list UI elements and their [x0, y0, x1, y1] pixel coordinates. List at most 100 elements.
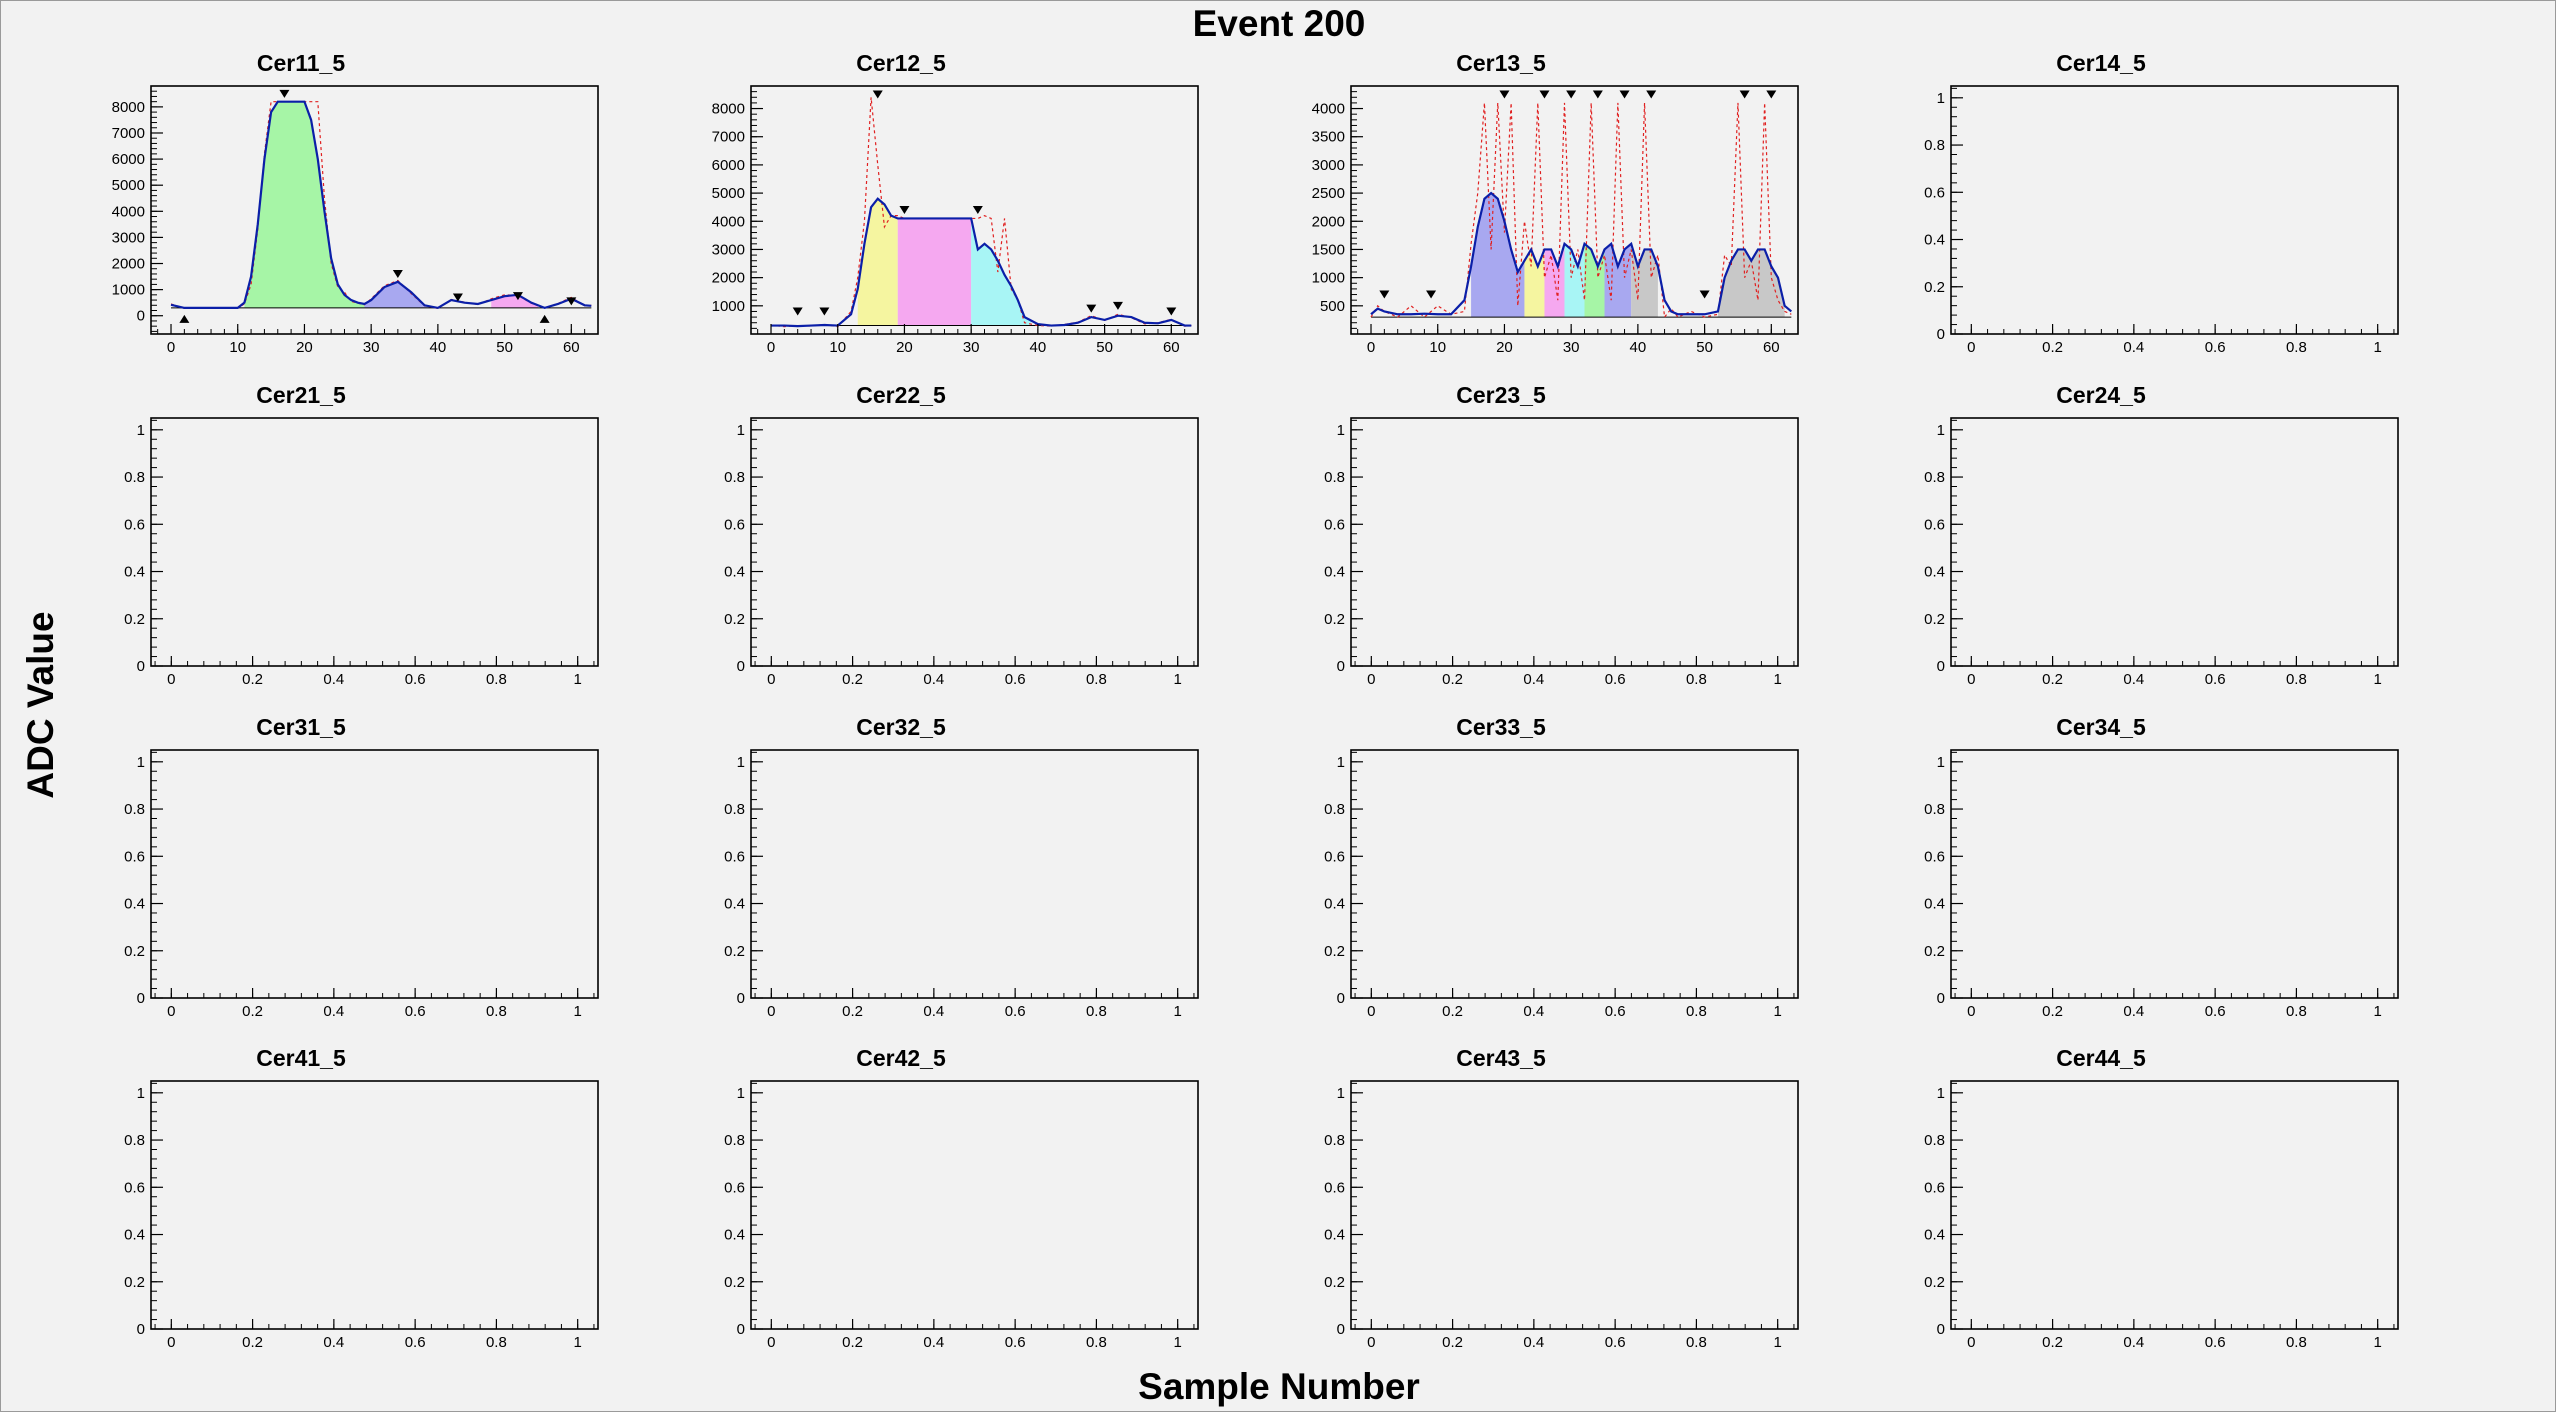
- y-tick-label: 0.4: [724, 564, 745, 581]
- x-tick-label: 0.8: [1686, 671, 1707, 688]
- peak-fill: [857, 198, 898, 326]
- y-tick-label: 0: [137, 658, 145, 675]
- y-tick-label: 2000: [1312, 213, 1345, 230]
- pad-title: Cer23_5: [1456, 382, 1546, 408]
- y-tick-label: 0: [137, 990, 145, 1007]
- x-tick-label: 1: [1774, 1334, 1782, 1351]
- y-tick-label: 4000: [712, 213, 745, 230]
- y-tick-label: 0.8: [124, 801, 145, 818]
- pad-title: Cer21_5: [256, 382, 346, 408]
- pad-plot: 0 0.2 0.4 0.6 0.8 1 0 0.2 0.4 0.6 0.8 1: [124, 417, 599, 688]
- y-tick-label: 0.2: [1924, 1274, 1945, 1291]
- x-tick-label: 50: [1096, 339, 1113, 356]
- x-tick-label: 0: [767, 339, 775, 356]
- peak-marker: [512, 292, 523, 301]
- y-tick-label: 0.2: [124, 1274, 145, 1291]
- pad-title: Cer14_5: [2056, 50, 2146, 76]
- y-tick-label: 0: [737, 658, 745, 675]
- x-tick-label: 1: [574, 1334, 582, 1351]
- pad-plot: 0 0.2 0.4 0.6 0.8 1 0 0.2 0.4 0.6 0.8 1: [1324, 417, 1799, 688]
- y-tick-label: 0.6: [1924, 848, 1945, 865]
- x-tick-label: 0.4: [323, 671, 344, 688]
- pad-title: Cer32_5: [856, 714, 946, 740]
- y-tick-label: 0.2: [724, 943, 745, 960]
- peak-fill: [1471, 193, 1525, 318]
- y-tick-label: 2000: [712, 270, 745, 287]
- valley-marker: [539, 314, 550, 323]
- plot-frame: [150, 749, 599, 999]
- pad-cer41-5: Cer41_5 0 0.2 0.4 0.6 0.8 1 0 0.2 0.4 0.6 0.8 1: [1, 1021, 601, 1351]
- y-tick-label: 1: [737, 1085, 745, 1102]
- x-tick-label: 0.4: [2123, 339, 2144, 356]
- x-tick-label: 0.6: [1005, 671, 1026, 688]
- y-tick-label: 5000: [112, 177, 145, 194]
- x-tick-label: 0.6: [1005, 1003, 1026, 1020]
- x-tick-label: 0.6: [2205, 1003, 2226, 1020]
- y-tick-label: 0: [137, 1321, 145, 1338]
- x-tick-label: 0.8: [2286, 1334, 2307, 1351]
- pad-title: Cer12_5: [856, 50, 946, 76]
- x-tick-label: 0.4: [923, 671, 944, 688]
- y-tick-label: 0: [1937, 326, 1945, 343]
- y-tick-label: 0: [737, 1321, 745, 1338]
- x-tick-label: 0.4: [323, 1003, 344, 1020]
- x-tick-label: 50: [496, 339, 513, 356]
- x-tick-label: 1: [1174, 1003, 1182, 1020]
- x-tick-label: 0.6: [405, 1003, 426, 1020]
- y-tick-label: 0.8: [1324, 1132, 1345, 1149]
- x-tick-label: 0.8: [1086, 1003, 1107, 1020]
- x-tick-label: 0: [1367, 671, 1375, 688]
- y-tick-label: 0.8: [124, 469, 145, 486]
- plot-frame: [750, 417, 1199, 667]
- x-tick-label: 1: [2374, 1003, 2382, 1020]
- pad-cer23-5: Cer23_5 0 0.2 0.4 0.6 0.8 1 0 0.2 0.4 0.6 0.8 1: [1201, 358, 1801, 688]
- y-tick-label: 0.4: [124, 564, 145, 581]
- plot-frame: [1350, 417, 1799, 667]
- y-tick-label: 0.8: [1324, 469, 1345, 486]
- peak-marker: [1166, 307, 1177, 316]
- y-tick-label: 1: [1937, 1085, 1945, 1102]
- y-tick-label: 0.6: [1924, 184, 1945, 201]
- peak-marker: [279, 89, 290, 98]
- peak-marker: [1379, 290, 1390, 299]
- y-tick-label: 0.6: [724, 1179, 745, 1196]
- y-tick-label: 0: [737, 990, 745, 1007]
- x-tick-label: 30: [363, 339, 380, 356]
- x-tick-label: 0.6: [2205, 671, 2226, 688]
- plot-frame: [1950, 85, 2399, 335]
- valley-marker: [179, 314, 190, 323]
- peak-marker: [1646, 90, 1657, 99]
- x-tick-label: 0.2: [242, 1334, 263, 1351]
- peak-marker: [1426, 290, 1437, 299]
- x-tick-label: 1: [1774, 1003, 1782, 1020]
- x-tick-label: 0: [767, 1003, 775, 1020]
- y-tick-label: 0.4: [724, 896, 745, 913]
- y-tick-label: 0.4: [1924, 1227, 1945, 1244]
- waveform-line: [1370, 191, 1793, 316]
- x-tick-label: 0.4: [923, 1334, 944, 1351]
- y-tick-label: 1: [1937, 754, 1945, 771]
- x-tick-label: 0.2: [842, 671, 863, 688]
- x-tick-label: 0.6: [1005, 1334, 1026, 1351]
- peak-marker: [566, 297, 577, 306]
- pad-plot: 0 0.2 0.4 0.6 0.8 1 0 0.2 0.4 0.6 0.8 1: [1924, 417, 2399, 688]
- x-tick-label: 0: [167, 339, 175, 356]
- y-tick-label: 0.6: [124, 516, 145, 533]
- y-tick-label: 8000: [112, 99, 145, 116]
- x-tick-label: 0.4: [1523, 1334, 1544, 1351]
- pad-plot: 0 0.2 0.4 0.6 0.8 1 0 0.2 0.4 0.6 0.8 1: [724, 1080, 1199, 1351]
- y-tick-label: 0.2: [724, 611, 745, 628]
- y-tick-label: 3000: [112, 229, 145, 246]
- x-tick-label: 0: [1367, 339, 1375, 356]
- x-tick-label: 60: [563, 339, 580, 356]
- peak-fill: [491, 294, 538, 308]
- plot-frame: [1950, 749, 2399, 999]
- x-tick-label: 1: [1174, 671, 1182, 688]
- plot-frame: [1950, 417, 2399, 667]
- x-tick-label: 0: [167, 1334, 175, 1351]
- x-tick-label: 10: [229, 339, 246, 356]
- peak-fill: [897, 218, 972, 326]
- y-tick-label: 1: [1937, 90, 1945, 107]
- x-tick-label: 20: [1496, 339, 1513, 356]
- pad-cer22-5: Cer22_5 0 0.2 0.4 0.6 0.8 1 0 0.2 0.4 0.6 0.8 1: [601, 358, 1201, 688]
